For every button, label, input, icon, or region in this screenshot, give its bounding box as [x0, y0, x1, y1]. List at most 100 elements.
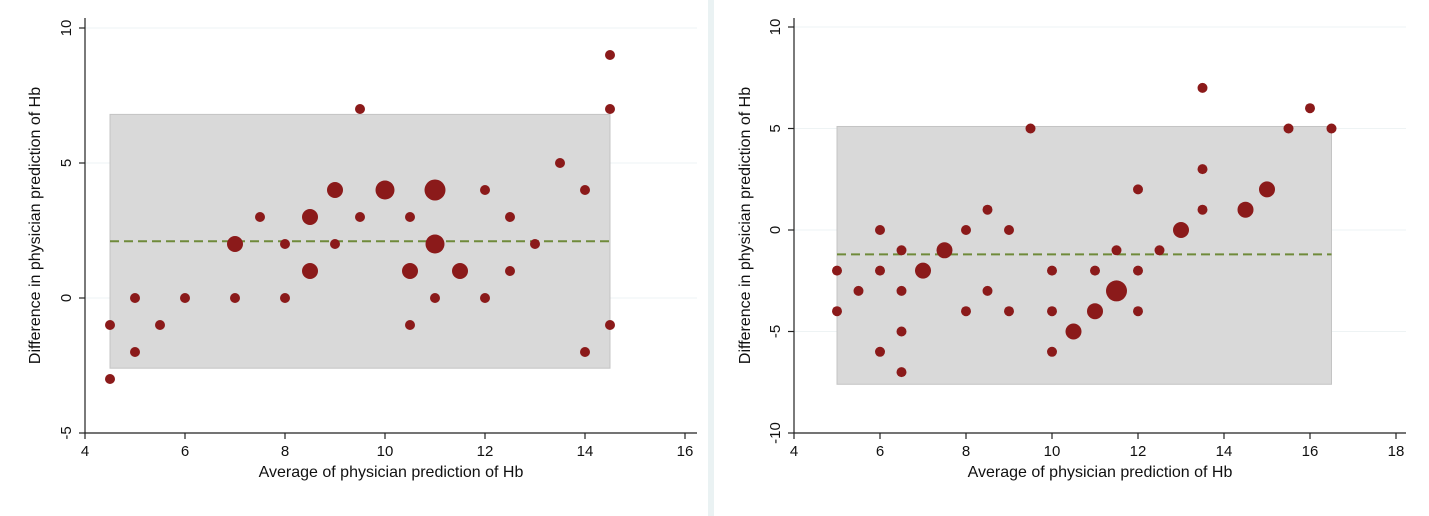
data-point — [255, 212, 265, 222]
data-point — [982, 285, 993, 296]
x-axis-title: Average of physician prediction of Hb — [259, 464, 524, 481]
y-tick-label: -10 — [767, 422, 784, 444]
x-tick-label: 4 — [81, 443, 89, 460]
data-point — [555, 158, 565, 168]
x-tick-label: 14 — [577, 443, 594, 460]
data-point — [896, 245, 907, 256]
data-point — [961, 225, 971, 235]
y-tick-label: -5 — [767, 325, 784, 338]
data-point — [875, 346, 885, 357]
data-point — [425, 234, 445, 254]
limits-of-agreement-band — [109, 113, 611, 369]
data-point — [355, 104, 365, 114]
y-tick-label: -5 — [58, 426, 75, 439]
data-point — [375, 180, 395, 200]
data-point — [1004, 225, 1014, 235]
limits-of-agreement-band — [836, 125, 1332, 385]
data-point — [105, 320, 115, 330]
right-scatter-chart: 4 6 8 10 12 14 16 18 -10 -5 0 5 10 Average of physici… — [737, 18, 1406, 481]
data-point — [405, 320, 415, 330]
data-point — [982, 204, 993, 215]
data-point — [402, 263, 418, 279]
data-point — [505, 266, 515, 276]
data-point — [915, 262, 931, 279]
data-point — [280, 239, 290, 249]
data-point — [1133, 184, 1143, 195]
data-point — [530, 239, 540, 249]
x-tick-label: 6 — [876, 443, 884, 460]
data-point — [1087, 303, 1103, 320]
data-point — [580, 185, 590, 195]
y-tick-label: 5 — [58, 159, 75, 167]
data-point — [1090, 265, 1100, 276]
data-point — [355, 212, 365, 222]
data-point — [1111, 245, 1122, 256]
data-point — [105, 374, 115, 384]
data-point — [1197, 204, 1208, 215]
data-point — [480, 185, 490, 195]
data-point — [832, 306, 842, 317]
x-axis-title: Average of physician prediction of Hb — [968, 464, 1233, 481]
data-point — [853, 285, 864, 296]
data-point — [330, 239, 340, 249]
data-point — [605, 104, 615, 114]
data-point — [327, 182, 343, 198]
data-point — [1133, 265, 1143, 276]
data-point — [1197, 82, 1208, 93]
data-point — [130, 293, 140, 303]
data-point — [1065, 323, 1082, 340]
data-point — [580, 347, 590, 357]
x-tick-label: 10 — [377, 443, 394, 460]
data-point — [452, 263, 468, 279]
x-tick-label: 8 — [962, 443, 970, 460]
data-point — [424, 179, 446, 201]
data-point — [1197, 164, 1208, 175]
data-point — [1326, 123, 1337, 134]
x-tick-label: 14 — [1216, 443, 1233, 460]
data-point — [180, 293, 190, 303]
left-chart-panel: 4 6 8 10 12 14 16 -5 0 5 10 Average of physician pr… — [0, 0, 708, 516]
x-tick-label: 16 — [677, 443, 694, 460]
data-point — [1106, 280, 1127, 302]
x-tick-label: 6 — [181, 443, 189, 460]
data-point — [430, 293, 440, 303]
data-point — [1283, 123, 1294, 134]
data-point — [605, 320, 615, 330]
x-tick-label: 12 — [1130, 443, 1147, 460]
data-point — [875, 225, 885, 235]
data-point — [832, 265, 842, 276]
data-point — [896, 367, 907, 378]
y-axis-title: Difference in physician prediction of Hb — [27, 87, 44, 364]
data-point — [227, 236, 243, 252]
x-tick-label: 10 — [1044, 443, 1061, 460]
data-point — [961, 306, 971, 317]
data-point — [505, 212, 515, 222]
x-tick-label: 8 — [281, 443, 289, 460]
data-point — [1133, 306, 1143, 317]
data-point — [405, 212, 415, 222]
x-tick-label: 4 — [790, 443, 798, 460]
data-point — [1047, 265, 1057, 276]
data-point — [896, 285, 907, 296]
data-point — [605, 50, 615, 60]
data-point — [302, 263, 318, 279]
y-tick-label: 10 — [58, 20, 75, 37]
data-point — [1259, 181, 1275, 198]
y-tick-label: 0 — [58, 294, 75, 302]
data-point — [896, 326, 907, 337]
data-point — [1305, 103, 1315, 114]
data-point — [155, 320, 165, 330]
x-tick-label: 12 — [477, 443, 494, 460]
data-point — [1025, 123, 1036, 134]
data-point — [1154, 245, 1165, 256]
data-point — [1047, 346, 1057, 357]
data-point — [1004, 306, 1014, 317]
y-tick-label: 10 — [767, 19, 784, 36]
data-point — [130, 347, 140, 357]
left-scatter-chart: 4 6 8 10 12 14 16 -5 0 5 10 Average of physician pr… — [27, 18, 697, 481]
data-point — [280, 293, 290, 303]
data-point — [936, 242, 953, 259]
y-axis-title: Difference in physician prediction of Hb — [737, 87, 754, 364]
x-tick-label: 16 — [1302, 443, 1319, 460]
data-point — [1237, 201, 1254, 218]
